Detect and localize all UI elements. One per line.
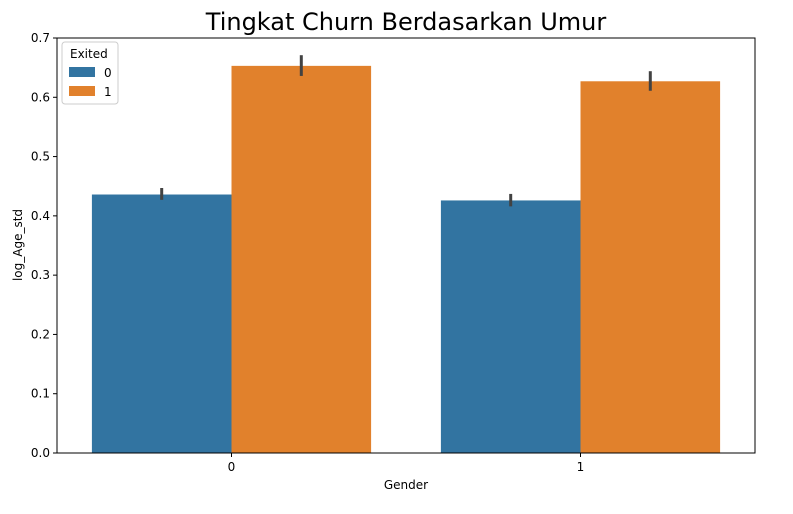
legend-label-0: 0 bbox=[104, 66, 112, 80]
x-tick-label: 0 bbox=[228, 460, 236, 474]
bar-exited-1-gender-0 bbox=[231, 65, 372, 453]
y-tick-label: 0.7 bbox=[31, 31, 50, 45]
chart-title: Tingkat Churn Berdasarkan Umur bbox=[205, 8, 607, 36]
legend-swatch-0 bbox=[69, 67, 95, 77]
x-axis-label: Gender bbox=[384, 478, 428, 492]
y-tick-label: 0.0 bbox=[31, 446, 50, 460]
y-tick-label: 0.3 bbox=[31, 268, 50, 282]
bar-exited-1-gender-1 bbox=[580, 81, 721, 454]
y-tick-label: 0.6 bbox=[31, 90, 50, 104]
bars-group bbox=[91, 65, 721, 454]
legend-label-1: 1 bbox=[104, 85, 112, 99]
legend-title: Exited bbox=[70, 47, 108, 61]
y-tick-label: 0.5 bbox=[31, 150, 50, 164]
y-tick-label: 0.1 bbox=[31, 387, 50, 401]
x-tick-label: 1 bbox=[577, 460, 585, 474]
error-bars-group bbox=[160, 55, 652, 207]
legend: Exited 0 1 bbox=[61, 41, 119, 105]
legend-swatch-1 bbox=[69, 86, 95, 96]
y-tick-label: 0.4 bbox=[31, 209, 50, 223]
y-axis-label: log_Age_std bbox=[11, 209, 25, 281]
y-axis: 0.0 0.1 0.2 0.3 0.4 0.5 0.6 0.7 bbox=[31, 31, 57, 460]
bar-exited-0-gender-1 bbox=[440, 200, 581, 453]
y-tick-label: 0.2 bbox=[31, 327, 50, 341]
bar-exited-0-gender-0 bbox=[91, 194, 232, 453]
plot-frame bbox=[56, 37, 756, 454]
